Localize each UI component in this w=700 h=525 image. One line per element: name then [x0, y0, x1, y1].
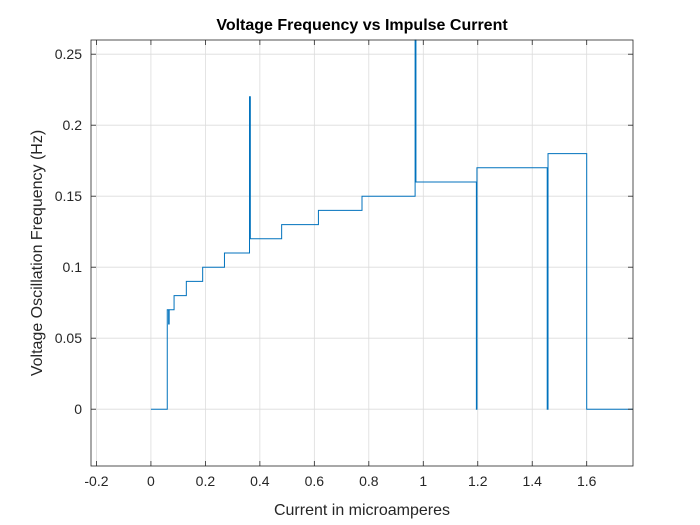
x-tick-label: 1.4: [522, 473, 542, 489]
y-tick-label: 0.25: [55, 46, 82, 62]
y-tick-label: 0: [74, 401, 82, 417]
y-tick-labels: 0 0.05 0.1 0.15 0.2 0.25: [55, 46, 82, 417]
x-tick-label: 1.2: [468, 473, 488, 489]
plot-frame: [90, 39, 634, 467]
x-tick-label: 1: [419, 473, 427, 489]
chart-title: Voltage Frequency vs Impulse Current: [216, 17, 508, 34]
x-tick-label: 0.4: [250, 473, 270, 489]
x-tick-labels: -0.2 0 0.2 0.4 0.6 0.8 1 1.2 1.4 1.6: [84, 473, 596, 489]
y-tick-label: 0.2: [63, 117, 83, 133]
plot-background: [91, 40, 633, 466]
y-tick-label: 0.1: [63, 259, 83, 275]
x-axis-title: Current in microamperes: [274, 502, 450, 519]
x-tick-label: 0.6: [305, 473, 325, 489]
x-tick-label: 1.6: [577, 473, 597, 489]
y-tick-label: 0.15: [55, 188, 82, 204]
x-tick-label: 0: [147, 473, 155, 489]
y-axis-title: Voltage Oscillation Frequency (Hz): [29, 130, 46, 376]
y-tick-label: 0.05: [55, 330, 82, 346]
x-tick-label: 0.8: [359, 473, 379, 489]
x-tick-label: -0.2: [84, 473, 108, 489]
ticks: [91, 40, 633, 466]
x-tick-label: 0.2: [196, 473, 216, 489]
data-series-line: [150, 39, 633, 410]
